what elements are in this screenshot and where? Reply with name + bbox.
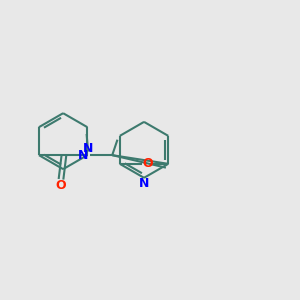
- Text: O: O: [56, 179, 66, 192]
- Text: O: O: [142, 157, 152, 170]
- Text: N: N: [139, 177, 149, 190]
- Text: N: N: [77, 149, 88, 162]
- Text: N: N: [83, 142, 93, 155]
